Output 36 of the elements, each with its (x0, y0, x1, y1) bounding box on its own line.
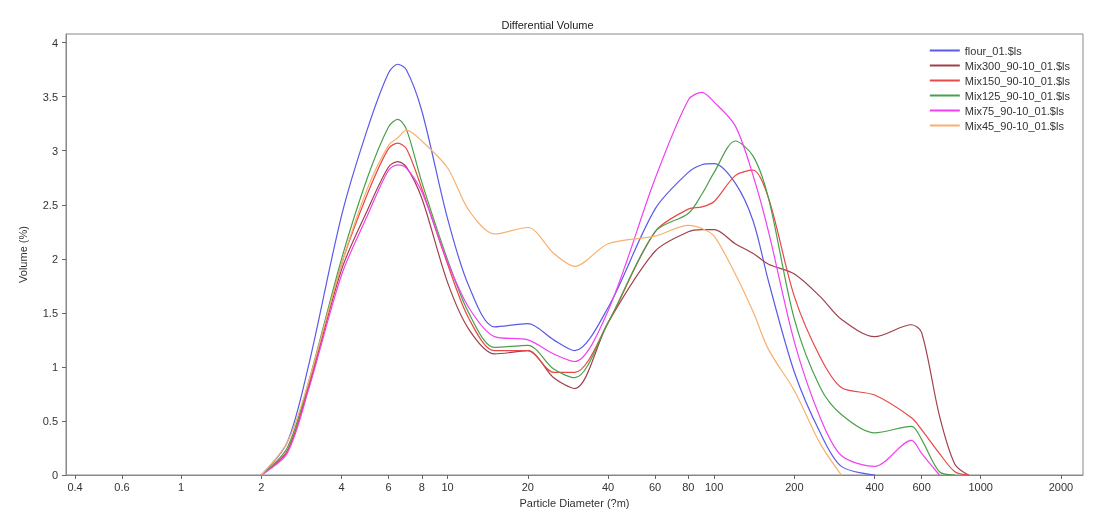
x-tick-label: 0.4 (67, 480, 83, 493)
x-tick-label: 2000 (1048, 480, 1074, 493)
x-tick-label: 0.6 (114, 480, 130, 493)
y-tick-label: 4 (51, 36, 58, 49)
y-axis-title: Volume (%) (16, 226, 29, 283)
legend-label: Mix45_90-10_01.$ls (964, 119, 1065, 132)
chart-title: Differential Volume (501, 18, 594, 31)
legend-label: Mix300_90-10_01.$ls (964, 59, 1071, 72)
x-tick-label: 2 (258, 480, 265, 493)
x-tick-label: 4 (338, 480, 345, 493)
y-tick-label: 3 (51, 144, 58, 157)
x-tick-label: 1 (178, 480, 185, 493)
legend-label: Mix125_90-10_01.$ls (964, 89, 1071, 102)
x-tick-label: 6 (385, 480, 392, 493)
x-tick-label: 600 (912, 480, 931, 493)
x-tick-label: 1000 (968, 480, 993, 493)
x-tick-label: 10 (441, 480, 454, 493)
y-tick-label: 3.5 (42, 90, 58, 103)
x-tick-label: 100 (704, 480, 724, 493)
legend-label: flour_01.$ls (964, 44, 1023, 57)
y-tick-label: 1.5 (42, 306, 58, 319)
y-tick-label: 1 (51, 360, 58, 373)
x-tick-label: 200 (785, 480, 804, 493)
x-tick-label: 20 (521, 480, 534, 493)
legend-label: Mix75_90-10_01.$ls (964, 104, 1065, 117)
y-tick-label: 0 (51, 469, 58, 481)
x-tick-label: 8 (418, 480, 425, 493)
y-tick-label: 0.5 (42, 414, 58, 427)
y-tick-label: 2 (51, 252, 58, 265)
y-tick-label: 2.5 (42, 198, 58, 211)
legend-label: Mix150_90-10_01.$ls (964, 74, 1071, 87)
x-tick-label: 60 (648, 480, 662, 493)
x-axis-title: Particle Diameter (?m) (519, 496, 630, 509)
x-tick-label: 400 (865, 480, 884, 493)
x-tick-label: 40 (601, 480, 615, 493)
x-tick-label: 80 (682, 480, 695, 493)
